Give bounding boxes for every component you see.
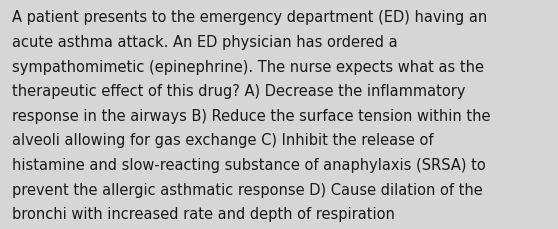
- Text: histamine and slow-reacting substance of anaphylaxis (SRSA) to: histamine and slow-reacting substance of…: [12, 157, 486, 172]
- Text: prevent the allergic asthmatic response D) Cause dilation of the: prevent the allergic asthmatic response …: [12, 182, 483, 197]
- Text: acute asthma attack. An ED physician has ordered a: acute asthma attack. An ED physician has…: [12, 35, 398, 50]
- Text: sympathomimetic (epinephrine). The nurse expects what as the: sympathomimetic (epinephrine). The nurse…: [12, 59, 484, 74]
- Text: alveoli allowing for gas exchange C) Inhibit the release of: alveoli allowing for gas exchange C) Inh…: [12, 133, 434, 148]
- Text: response in the airways B) Reduce the surface tension within the: response in the airways B) Reduce the su…: [12, 108, 491, 123]
- Text: bronchi with increased rate and depth of respiration: bronchi with increased rate and depth of…: [12, 206, 395, 221]
- Text: A patient presents to the emergency department (ED) having an: A patient presents to the emergency depa…: [12, 10, 488, 25]
- Text: therapeutic effect of this drug? A) Decrease the inflammatory: therapeutic effect of this drug? A) Decr…: [12, 84, 466, 99]
